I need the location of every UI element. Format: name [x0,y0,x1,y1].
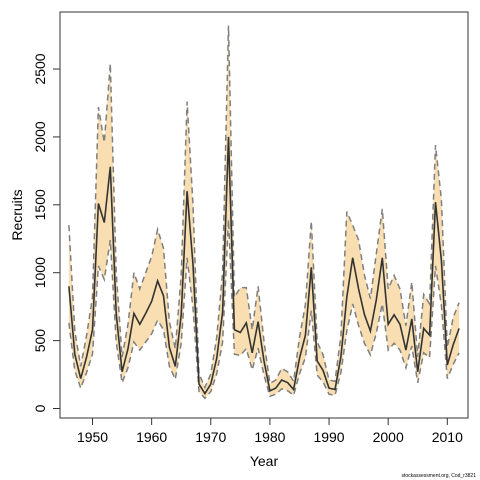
x-tick-label: 2000 [373,429,404,445]
credit-text: stockassessment.org, Cod_r3821 [402,473,477,479]
y-tick-label: 2000 [32,121,48,152]
y-tick-label: 500 [32,329,48,353]
y-tick-label: 0 [32,404,48,412]
estimate-line [68,136,460,396]
upper-bound-line [68,25,460,390]
lower-bound-line [68,219,460,400]
x-axis: 1950 1960 1970 1980 1990 2000 2010 [77,417,463,445]
y-axis: 0 500 1000 1500 2000 2500 [32,53,61,412]
x-tick-label: 1990 [313,429,344,445]
x-tick-label: 2010 [432,429,463,445]
x-tick-label: 1970 [195,429,226,445]
x-tick-label: 1950 [77,429,108,445]
x-axis-title: Year [250,453,279,469]
x-tick-label: 1960 [136,429,167,445]
y-axis-title: Recruits [9,189,25,240]
x-tick-label: 1980 [254,429,285,445]
y-tick-label: 2500 [32,53,48,84]
y-tick-label: 1000 [32,257,48,288]
y-tick-label: 1500 [32,189,48,220]
